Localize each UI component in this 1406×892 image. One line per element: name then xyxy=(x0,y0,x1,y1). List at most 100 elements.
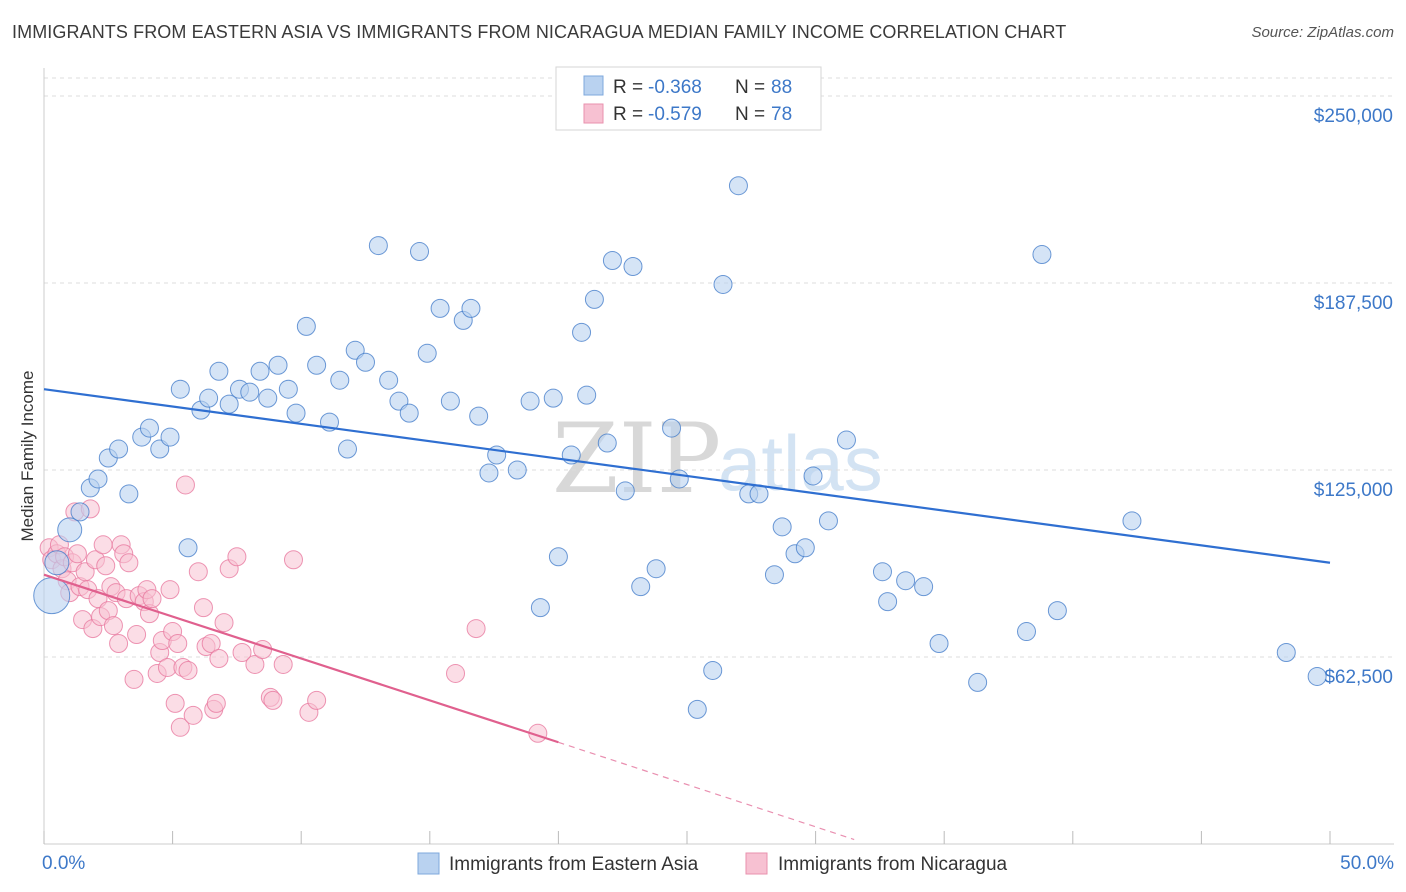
eastern-asia-point xyxy=(772,517,792,537)
nicaragua-point xyxy=(168,634,188,654)
eastern-asia-point xyxy=(399,403,419,423)
nicaragua-point xyxy=(160,580,180,600)
eastern-asia-point xyxy=(119,484,139,504)
eastern-asia-point xyxy=(286,403,306,423)
eastern-asia-point xyxy=(160,427,180,447)
eastern-asia-point xyxy=(410,242,430,262)
eastern-asia-point xyxy=(368,236,388,256)
eastern-asia-point xyxy=(356,352,375,372)
x-tick-label-min: 0.0% xyxy=(42,853,85,874)
eastern-asia-point xyxy=(615,481,635,501)
nicaragua-point xyxy=(124,669,144,689)
nicaragua-points xyxy=(39,475,548,743)
nicaragua-point xyxy=(263,690,283,710)
eastern-asia-point xyxy=(872,562,892,582)
nicaragua-point xyxy=(273,654,293,674)
trend-lines xyxy=(43,388,1331,841)
x-ticks xyxy=(43,831,1331,844)
eastern-asia-point xyxy=(914,577,934,597)
nicaragua-point xyxy=(188,562,208,582)
eastern-asia-point xyxy=(530,598,550,618)
y-tick-label: $62,500 xyxy=(1324,667,1393,688)
nicaragua-point xyxy=(170,717,190,737)
eastern-asia-point xyxy=(430,298,450,318)
eastern-asia-point xyxy=(170,379,190,399)
eastern-asia-point xyxy=(178,538,198,558)
y-tick-label: $187,500 xyxy=(1314,293,1393,314)
eastern-asia-point xyxy=(602,251,622,271)
series-legend: Immigrants from Eastern Asia Immigrants … xyxy=(417,852,1008,875)
nicaragua-point xyxy=(193,598,213,618)
eastern-asia-point xyxy=(479,463,499,483)
legend-n-value-blue: 88 xyxy=(771,77,792,98)
nicaragua-point xyxy=(183,705,203,725)
eastern-asia-point xyxy=(469,406,489,426)
eastern-asia-point xyxy=(818,511,838,531)
eastern-asia-point xyxy=(728,176,748,196)
series-legend-label-pink: Immigrants from Nicaragua xyxy=(778,854,1008,875)
chart-title: IMMIGRANTS FROM EASTERN ASIA VS IMMIGRAN… xyxy=(12,22,1067,42)
eastern-asia-point xyxy=(878,592,898,612)
legend-r-value-blue: -0.368 xyxy=(648,77,702,98)
legend-n-value-pink: 78 xyxy=(771,104,792,125)
eastern-asia-point xyxy=(577,385,597,405)
eastern-asia-point xyxy=(507,460,527,480)
nicaragua-point xyxy=(165,693,185,713)
eastern-asia-point xyxy=(440,391,460,411)
nicaragua-point xyxy=(227,547,247,567)
eastern-asia-point xyxy=(929,634,949,654)
legend-r-label-pink: R = xyxy=(613,104,643,125)
eastern-asia-points xyxy=(33,176,1327,719)
eastern-asia-point xyxy=(597,433,617,453)
y-axis-label: Median Family Income xyxy=(18,370,37,541)
nicaragua-point xyxy=(283,550,303,570)
eastern-asia-point xyxy=(764,565,784,585)
nicaragua-point xyxy=(206,693,226,713)
eastern-asia-point xyxy=(250,361,270,381)
axes xyxy=(43,68,1394,845)
correlation-legend: R = -0.368 N = 88 R = -0.579 N = 78 xyxy=(555,66,822,131)
eastern-asia-point xyxy=(57,517,83,543)
eastern-asia-point xyxy=(139,418,159,438)
eastern-asia-point xyxy=(268,355,288,375)
eastern-asia-point xyxy=(1307,666,1327,686)
nicaragua-point xyxy=(93,535,113,555)
eastern-asia-point xyxy=(646,559,666,579)
y-tick-label: $125,000 xyxy=(1314,480,1393,501)
eastern-asia-point xyxy=(520,391,540,411)
eastern-asia-point xyxy=(109,439,129,459)
eastern-asia-point xyxy=(199,388,219,408)
eastern-asia-point xyxy=(33,577,71,615)
nicaragua-point xyxy=(245,654,265,674)
nicaragua-point xyxy=(209,648,229,668)
eastern-asia-point xyxy=(461,298,481,318)
eastern-asia-point xyxy=(669,469,689,489)
legend-swatch-blue xyxy=(583,75,604,96)
nicaragua-point xyxy=(178,660,198,680)
gridlines xyxy=(44,77,1394,658)
nicaragua-point xyxy=(109,634,129,654)
series-legend-swatch-pink xyxy=(745,852,768,875)
legend-swatch-pink xyxy=(583,103,604,124)
eastern-asia-point xyxy=(70,502,90,522)
y-tick-labels: $62,500 $125,000 $187,500 $250,000 xyxy=(1314,106,1393,688)
eastern-asia-point xyxy=(803,466,823,486)
eastern-asia-point xyxy=(240,382,260,402)
legend-r-label-blue: R = xyxy=(613,77,643,98)
eastern-asia-point xyxy=(330,370,350,390)
eastern-asia-point xyxy=(713,274,733,294)
eastern-asia-point xyxy=(417,343,437,363)
eastern-asia-point xyxy=(968,672,988,692)
eastern-asia-point xyxy=(278,379,298,399)
nicaragua-point xyxy=(466,619,486,639)
series-legend-label-blue: Immigrants from Eastern Asia xyxy=(449,854,699,875)
eastern-asia-point xyxy=(209,361,229,381)
eastern-asia-point xyxy=(88,469,108,489)
nicaragua-point xyxy=(127,625,147,645)
eastern-asia-point xyxy=(258,388,278,408)
eastern-asia-point xyxy=(1032,245,1052,265)
eastern-asia-point xyxy=(337,439,357,459)
eastern-asia-point xyxy=(44,550,70,576)
eastern-asia-point xyxy=(836,430,856,450)
